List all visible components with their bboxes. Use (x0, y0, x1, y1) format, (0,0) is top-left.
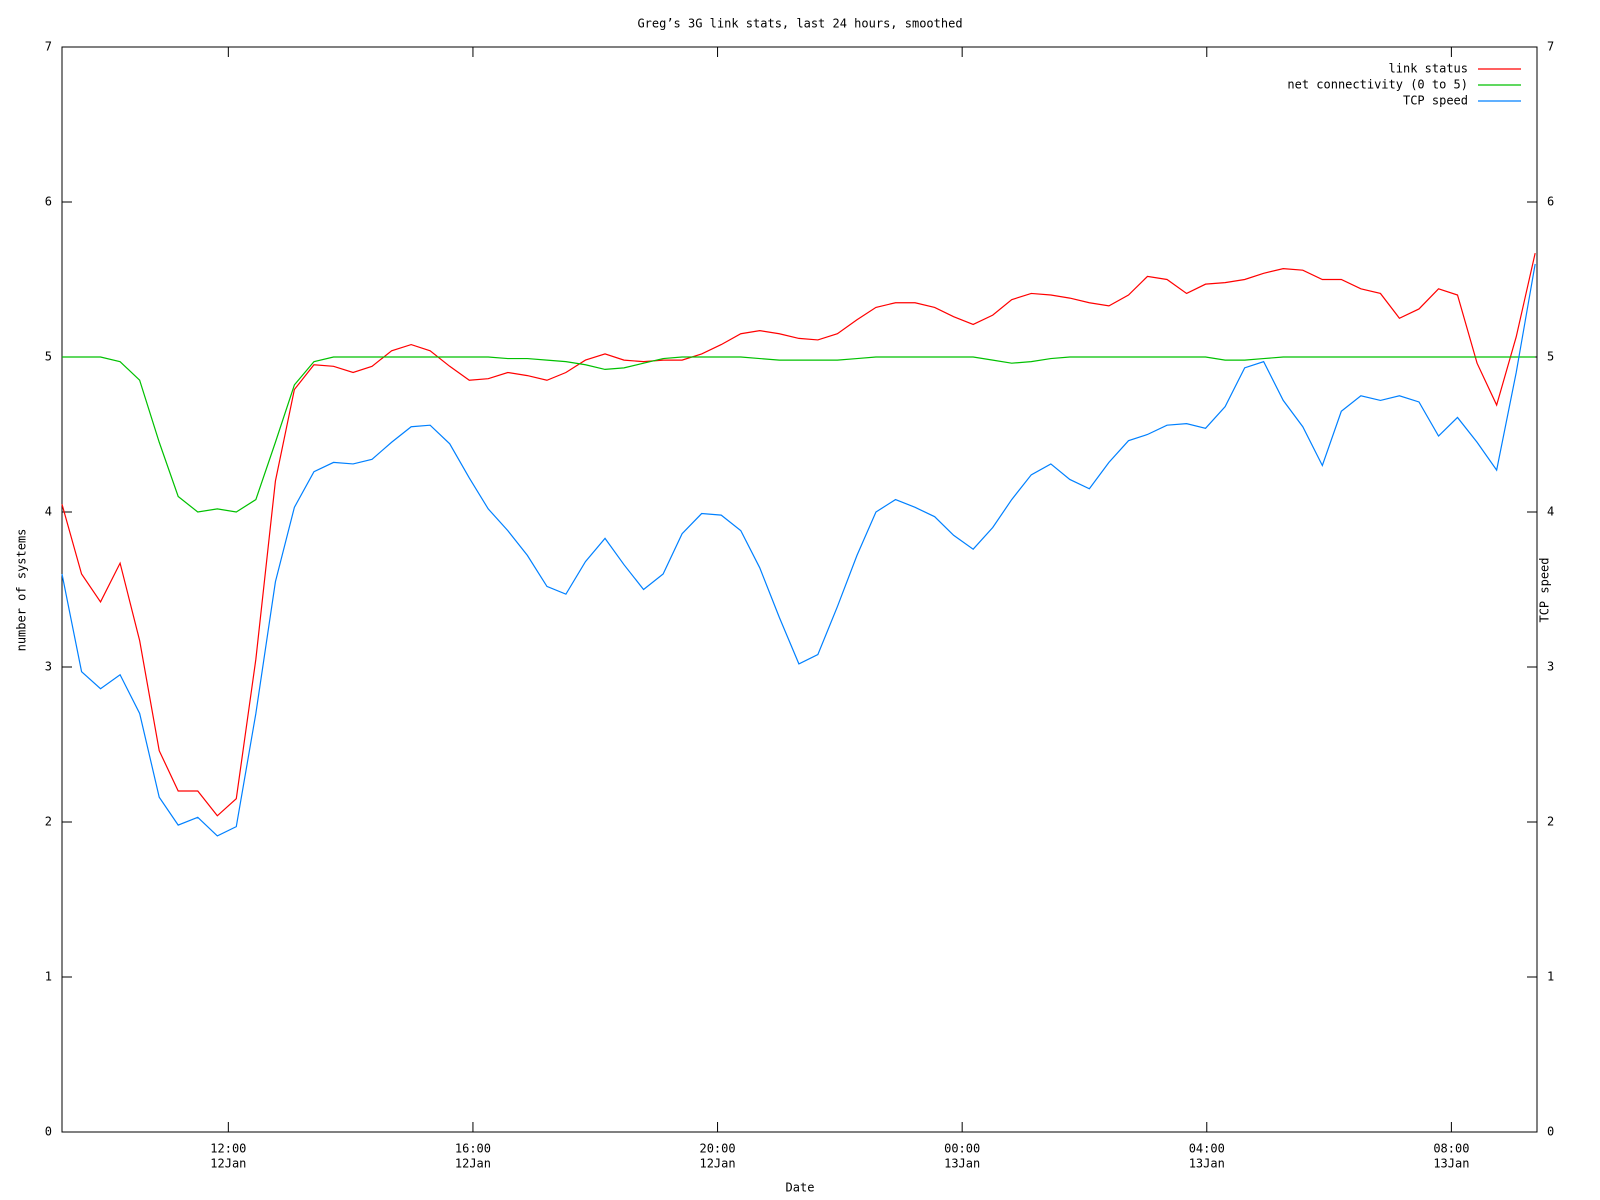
y-tick-label: 2 (45, 815, 52, 829)
x-tick-label: 12Jan (699, 1157, 735, 1171)
x-tick-label: 00:00 (944, 1142, 980, 1156)
legend-label: TCP speed (1403, 94, 1468, 108)
x-tick-label: 20:00 (699, 1142, 735, 1156)
y2-tick-label: 7 (1547, 40, 1554, 54)
x-tick-label: 12Jan (210, 1157, 246, 1171)
x-tick-label: 12Jan (455, 1157, 491, 1171)
x-tick-label: 16:00 (455, 1142, 491, 1156)
x-tick-label: 13Jan (944, 1157, 980, 1171)
y-tick-label: 6 (45, 195, 52, 209)
y-tick-label: 7 (45, 40, 52, 54)
y-tick-label: 3 (45, 660, 52, 674)
chart-title: Greg’s 3G link stats, last 24 hours, smo… (637, 17, 962, 31)
y2-tick-label: 0 (1547, 1125, 1554, 1139)
y2-tick-label: 3 (1547, 660, 1554, 674)
x-axis-label: Date (786, 1181, 815, 1195)
y2-tick-label: 2 (1547, 815, 1554, 829)
y2-axis-label: TCP speed (1538, 557, 1552, 622)
legend-label: net connectivity (0 to 5) (1287, 78, 1468, 92)
y-axis-label: number of systems (15, 529, 29, 652)
legend-label: link status (1389, 62, 1468, 76)
x-tick-label: 08:00 (1433, 1142, 1469, 1156)
plot-frame (61, 46, 1538, 1133)
series-line (62, 356, 1536, 513)
x-tick-label: 13Jan (1433, 1157, 1469, 1171)
y2-tick-label: 4 (1547, 505, 1554, 519)
x-tick-label: 13Jan (1189, 1157, 1225, 1171)
y2-tick-label: 5 (1547, 350, 1554, 364)
y-tick-label: 4 (45, 505, 52, 519)
x-tick-label: 12:00 (210, 1142, 246, 1156)
y-tick-label: 5 (45, 350, 52, 364)
y-tick-label: 1 (45, 970, 52, 984)
y2-tick-label: 1 (1547, 970, 1554, 984)
series-line (61, 263, 1536, 837)
series-line (61, 253, 1536, 817)
y2-tick-label: 6 (1547, 195, 1554, 209)
x-tick-label: 04:00 (1189, 1142, 1225, 1156)
y-tick-label: 0 (45, 1125, 52, 1139)
